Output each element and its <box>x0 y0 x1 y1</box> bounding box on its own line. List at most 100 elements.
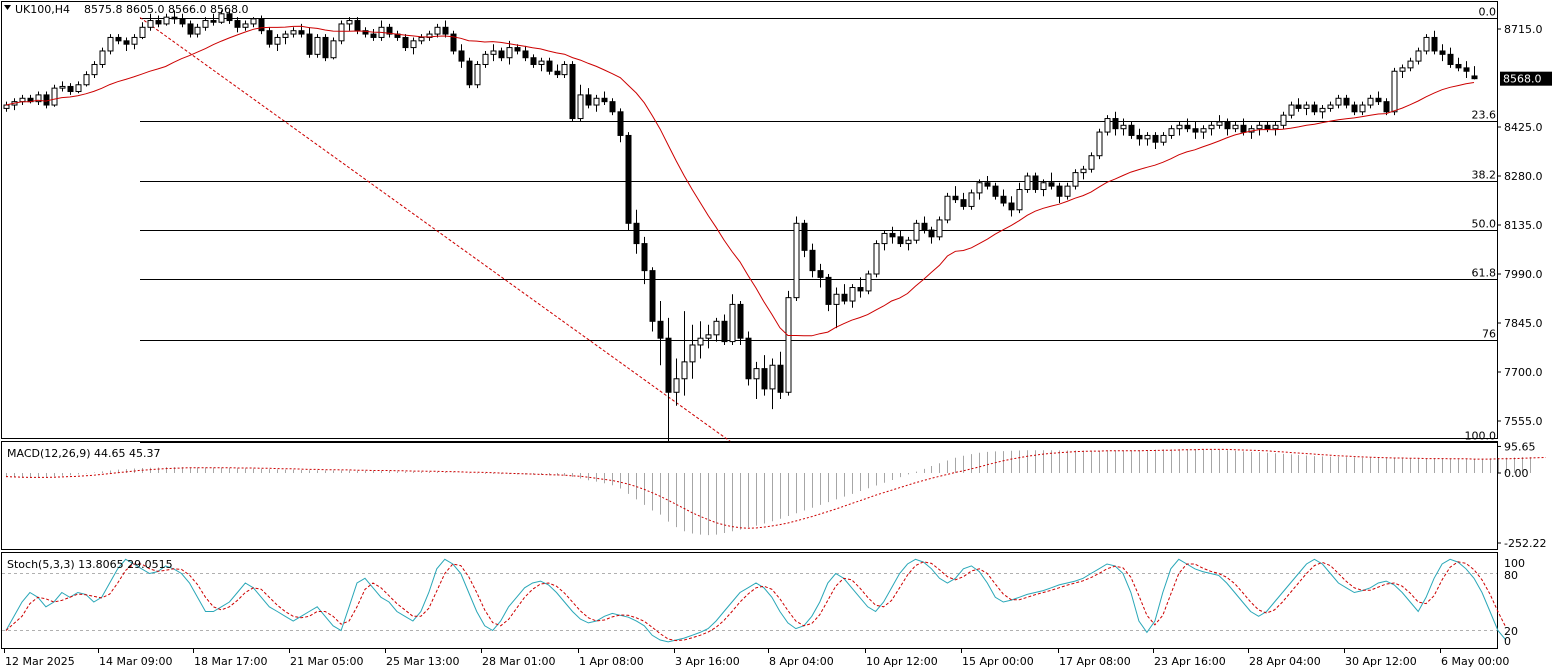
current-price-tag-bg <box>1500 71 1552 86</box>
candle <box>1359 101 1366 116</box>
stoch-window-frame <box>1 552 1498 649</box>
macd-axis: 95.65 0.00 -252.22 <box>1497 440 1546 550</box>
candle <box>801 219 808 258</box>
fib-trend-line <box>139 17 732 443</box>
stoch-indicator-label: Stoch(5,3,3) 13.8065 29.0515 <box>7 558 173 571</box>
candle <box>3 101 10 112</box>
candle <box>538 57 545 72</box>
candle <box>514 44 521 55</box>
stoch-signal-line <box>5 561 1507 642</box>
stoch-main-line <box>5 558 1507 643</box>
candle <box>242 20 249 31</box>
candle <box>1256 121 1263 136</box>
candle <box>1008 196 1015 217</box>
price-tick-label: 7990.0 <box>1504 268 1543 281</box>
candle <box>569 61 576 122</box>
candle <box>593 94 600 112</box>
candle <box>617 108 624 143</box>
candle <box>1439 44 1446 62</box>
candle <box>913 219 920 244</box>
macd-window-frame <box>1 441 1498 550</box>
fib-level-label: 38.2 <box>1472 169 1497 182</box>
symbol-label: UK100,H4 <box>15 3 70 16</box>
candle <box>123 37 130 51</box>
candle <box>107 34 114 55</box>
candle <box>1088 152 1095 173</box>
candle <box>905 236 912 251</box>
candle <box>833 287 840 329</box>
candle <box>194 23 201 38</box>
candle <box>330 37 337 60</box>
candle <box>1471 66 1478 80</box>
candle <box>992 182 999 200</box>
candle <box>1311 101 1318 116</box>
candle <box>490 44 497 62</box>
candle <box>210 13 217 26</box>
candle <box>466 57 473 89</box>
candle <box>1431 30 1438 55</box>
fib-level-label: 61.8 <box>1472 267 1497 280</box>
candle <box>761 355 768 396</box>
candle <box>1160 132 1167 146</box>
candle <box>777 351 784 400</box>
candle <box>889 226 896 244</box>
candle <box>1295 98 1302 112</box>
candle <box>338 20 345 45</box>
main-window-frame <box>1 1 1498 439</box>
time-tick-label: 28 Apr 04:00 <box>1249 655 1321 668</box>
candle <box>1423 34 1430 55</box>
price-tick-label: 7700.0 <box>1504 366 1543 379</box>
stoch-tick-label: 0 <box>1504 635 1511 648</box>
price-tick-label: 7555.0 <box>1504 415 1543 428</box>
candle <box>1216 115 1223 129</box>
candle <box>147 13 154 31</box>
candle <box>1407 57 1414 72</box>
candle <box>881 230 888 251</box>
candle <box>546 57 553 75</box>
time-tick-label: 1 Apr 08:00 <box>579 655 644 668</box>
candle <box>1264 121 1271 133</box>
candle <box>202 17 209 31</box>
candle <box>386 23 393 38</box>
candle <box>19 94 26 106</box>
macd-tick-label: 0.00 <box>1504 467 1529 480</box>
candle <box>825 274 832 312</box>
candle <box>577 84 584 122</box>
candle <box>785 290 792 396</box>
candle <box>1112 111 1119 136</box>
candle <box>857 277 864 298</box>
header-text: UK100,H4 8575.8 8605.0 8566.0 8568.0 <box>4 3 248 16</box>
candle <box>362 27 369 38</box>
current-price-tag: 8568.0 <box>1500 71 1552 86</box>
time-tick-label: 17 Apr 08:00 <box>1059 655 1131 668</box>
candle <box>51 84 58 107</box>
fib-level-label: 76 <box>1482 328 1496 341</box>
candle <box>1024 172 1031 193</box>
moving-average-line <box>5 25 1475 337</box>
stoch-tick-label: 20 <box>1504 625 1518 638</box>
candle <box>1064 182 1071 200</box>
candle <box>498 47 505 62</box>
ohlc-values: 8575.8 8605.0 8566.0 8568.0 <box>84 3 248 16</box>
macd-window: MACD(12,26,9) 44.65 45.37 95.65 0.00 -252.… <box>1 440 1546 550</box>
current-price-label: 8568.0 <box>1503 73 1542 86</box>
candle <box>1176 121 1183 136</box>
candle <box>1280 111 1287 129</box>
candle <box>1128 121 1135 139</box>
candle <box>841 284 848 305</box>
candle <box>1152 132 1159 149</box>
time-tick-label: 21 Mar 05:00 <box>290 655 363 668</box>
candle <box>1319 105 1326 119</box>
fib-level-label: 0.0 <box>1479 6 1497 19</box>
candle <box>306 27 313 58</box>
dropdown-triangle-icon[interactable] <box>4 5 11 10</box>
candle <box>1367 94 1374 109</box>
time-tick-label: 15 Apr 00:00 <box>962 655 1034 668</box>
macd-histogram <box>6 449 1531 536</box>
candle <box>179 13 186 28</box>
candles <box>3 10 1478 443</box>
price-tick-label: 8280.0 <box>1504 170 1543 183</box>
candle <box>67 83 74 95</box>
